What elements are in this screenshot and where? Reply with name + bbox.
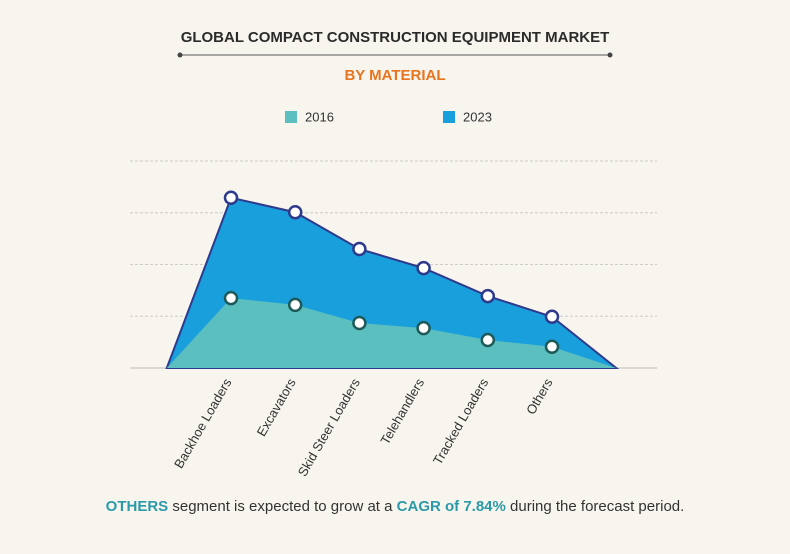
point: [352, 241, 367, 257]
legend-label: 2016: [305, 109, 334, 124]
annotation-part: CAGR of 7.84%: [397, 498, 506, 515]
point: [480, 332, 496, 348]
chart-subtitle: BY MATERIAL: [344, 67, 445, 84]
legend-label: 2023: [463, 109, 492, 124]
x-tick-label: Telehandlers: [377, 375, 427, 447]
annotation-part: segment is expected to grow at a: [168, 498, 396, 515]
rule-dot: [177, 52, 183, 58]
point: [544, 339, 560, 355]
point: [223, 290, 239, 306]
x-tick-label: Skid Steer Loaders: [295, 375, 364, 479]
annotation: OTHERS segment is expected to grow at a …: [106, 498, 685, 515]
area: [166, 298, 617, 368]
rule-dot: [607, 52, 613, 58]
legend-swatch: [285, 111, 297, 123]
x-tick-label: Tracked Loaders: [430, 375, 492, 467]
chart-title: GLOBAL COMPACT CONSTRUCTION EQUIPMENT MA…: [181, 29, 610, 46]
point: [544, 309, 560, 325]
point: [352, 315, 367, 331]
point: [416, 320, 431, 336]
point: [287, 297, 303, 313]
point: [223, 190, 239, 205]
x-tick-label: Others: [523, 375, 556, 417]
annotation-part: OTHERS: [106, 498, 169, 515]
x-tick-label: Backhoe Loaders: [171, 375, 235, 471]
x-tick-label: Excavators: [254, 375, 299, 439]
legend-swatch: [443, 111, 455, 123]
point: [287, 204, 303, 220]
annotation-part: during the forecast period.: [506, 498, 684, 515]
point: [416, 260, 431, 276]
point: [480, 288, 496, 304]
